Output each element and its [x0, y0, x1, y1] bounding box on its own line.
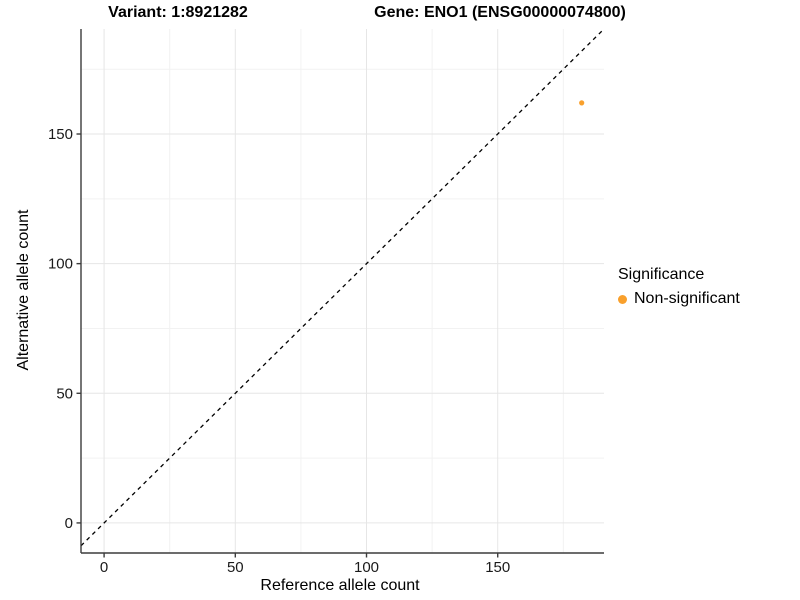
tick-marks: [76, 133, 499, 558]
y-tick-label: 0: [65, 515, 73, 532]
x-tick-label: 50: [227, 559, 244, 576]
legend-point-icon: [618, 294, 627, 304]
x-tick-label: 150: [485, 559, 510, 576]
x-tick-labels: 0 50 100 150: [100, 559, 510, 576]
scatter-point: [579, 100, 585, 106]
y-tick-label: 50: [56, 385, 73, 402]
gene-title: Gene: ENO1 (ENSG00000074800): [374, 4, 626, 21]
legend: Significance Non-significant: [618, 266, 740, 308]
y-tick-label: 150: [48, 126, 73, 143]
y-axis-title: Alternative allele count: [15, 209, 32, 371]
axis-lines: [80, 29, 604, 554]
legend-entry: Non-significant: [618, 290, 740, 308]
gridlines-minor: [81, 29, 604, 553]
legend-title: Significance: [618, 266, 705, 283]
y-tick-labels: 0 50 100 150: [48, 126, 73, 532]
x-tick-label: 0: [100, 559, 108, 576]
legend-entry-label: Non-significant: [634, 290, 740, 307]
x-tick-label: 100: [354, 559, 379, 576]
y-tick-label: 100: [48, 256, 73, 273]
variant-title: Variant: 1:8921282: [108, 4, 248, 21]
identity-line: [80, 28, 605, 547]
x-axis-title: Reference allele count: [260, 577, 420, 594]
data-points: [579, 100, 585, 106]
gridlines-major: [81, 29, 604, 553]
